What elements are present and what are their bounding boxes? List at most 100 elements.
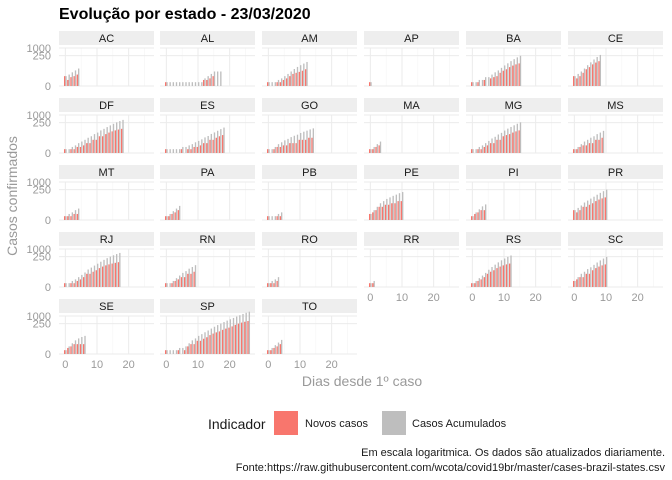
panel-strip <box>59 232 154 246</box>
bar-casos-acumulados <box>207 330 209 354</box>
bar-casos-acumulados <box>580 71 583 86</box>
bar-casos-acumulados <box>71 146 74 153</box>
panel-strip <box>364 31 459 45</box>
bar-novos-casos <box>588 204 591 220</box>
bar-novos-casos <box>190 344 192 354</box>
bar-casos-acumulados <box>78 338 80 354</box>
bar-casos-acumulados <box>481 206 484 220</box>
bar-novos-casos <box>221 329 224 354</box>
bar-novos-casos <box>486 145 489 153</box>
bar-casos-acumulados <box>97 132 99 153</box>
bar-casos-acumulados <box>510 126 512 153</box>
bar-novos-casos <box>63 350 66 354</box>
bar-casos-acumulados <box>389 197 391 220</box>
bar-novos-casos <box>595 268 597 287</box>
panel-strip <box>160 31 255 45</box>
bar-casos-acumulados <box>478 79 481 86</box>
bar-novos-casos <box>572 210 575 220</box>
bar-casos-acumulados <box>182 272 184 287</box>
bar-casos-acumulados <box>191 266 194 287</box>
bar-novos-casos <box>375 146 377 153</box>
bar-novos-casos <box>79 146 82 153</box>
bar-casos-acumulados <box>172 82 175 86</box>
bar-casos-acumulados <box>78 208 80 220</box>
panel-label-rs: RS <box>506 234 521 246</box>
bar-casos-acumulados <box>507 128 509 153</box>
y-tick-label: 250 <box>33 185 51 197</box>
bar-casos-acumulados <box>271 280 273 287</box>
bar-casos-acumulados <box>475 82 477 86</box>
bar-casos-acumulados <box>580 273 583 287</box>
bar-casos-acumulados <box>68 283 70 287</box>
bar-novos-casos <box>292 143 294 153</box>
bar-novos-casos <box>499 139 501 153</box>
bar-novos-casos <box>576 78 578 86</box>
bar-novos-casos <box>493 143 495 153</box>
bar-novos-casos <box>378 145 380 153</box>
bar-casos-acumulados <box>78 68 80 86</box>
bar-novos-casos <box>105 134 107 153</box>
bar-novos-casos <box>276 82 278 86</box>
bar-casos-acumulados <box>376 144 379 153</box>
bar-casos-acumulados <box>182 146 184 153</box>
bar-novos-casos <box>82 145 85 153</box>
bar-casos-acumulados <box>580 144 583 153</box>
bar-novos-casos <box>515 64 517 86</box>
bar-novos-casos <box>496 268 498 287</box>
panel-label-ce: CE <box>608 33 623 45</box>
bar-novos-casos <box>483 146 485 153</box>
bar-novos-casos <box>591 143 594 153</box>
bar-casos-acumulados <box>478 278 481 287</box>
bar-casos-acumulados <box>175 82 178 86</box>
bar-casos-acumulados <box>488 269 490 287</box>
bar-novos-casos <box>98 136 101 153</box>
panel-strip <box>262 165 357 179</box>
panel-pi: PI <box>466 165 561 221</box>
panel-strip <box>466 232 561 246</box>
panel-label-es: ES <box>200 100 215 112</box>
bar-casos-acumulados <box>504 65 506 86</box>
bar-novos-casos <box>266 216 269 220</box>
bar-novos-casos <box>218 331 221 354</box>
bar-novos-casos <box>266 283 269 287</box>
bar-casos-acumulados <box>293 135 296 153</box>
bar-casos-acumulados <box>488 140 490 153</box>
bar-novos-casos <box>209 139 211 153</box>
bar-casos-acumulados <box>90 267 93 287</box>
bar-casos-acumulados <box>179 275 181 287</box>
x-tick-label: 20 <box>530 292 542 304</box>
panel-rs: RS 0 10 20 <box>466 232 561 304</box>
bar-casos-acumulados <box>587 139 589 153</box>
bar-casos-acumulados <box>112 123 115 153</box>
bar-novos-casos <box>384 204 387 220</box>
bar-casos-acumulados <box>472 149 474 153</box>
bar-casos-acumulados <box>494 136 496 153</box>
bar-novos-casos <box>273 149 275 153</box>
bar-casos-acumulados <box>169 350 171 354</box>
bar-novos-casos <box>588 273 591 287</box>
bar-novos-casos <box>576 279 578 287</box>
bar-novos-casos <box>378 206 380 220</box>
bar-casos-acumulados <box>574 280 576 287</box>
bar-novos-casos <box>381 206 383 220</box>
bar-casos-acumulados <box>590 137 592 153</box>
bar-casos-acumulados <box>593 59 595 86</box>
bar-novos-casos <box>588 143 591 153</box>
bar-casos-acumulados <box>248 311 251 354</box>
bar-casos-acumulados <box>68 346 70 354</box>
bar-casos-acumulados <box>116 254 118 287</box>
bar-novos-casos <box>601 265 603 287</box>
bar-casos-acumulados <box>599 192 602 220</box>
bar-casos-acumulados <box>599 132 602 153</box>
bar-novos-casos <box>174 280 176 287</box>
bar-casos-acumulados <box>516 123 519 153</box>
bar-casos-acumulados <box>593 196 595 220</box>
bar-casos-acumulados <box>481 79 484 86</box>
panel-label-ma: MA <box>403 100 420 112</box>
panel-strip <box>568 232 663 246</box>
bar-novos-casos <box>276 280 278 287</box>
bar-casos-acumulados <box>207 135 209 153</box>
bar-casos-acumulados <box>188 343 190 354</box>
